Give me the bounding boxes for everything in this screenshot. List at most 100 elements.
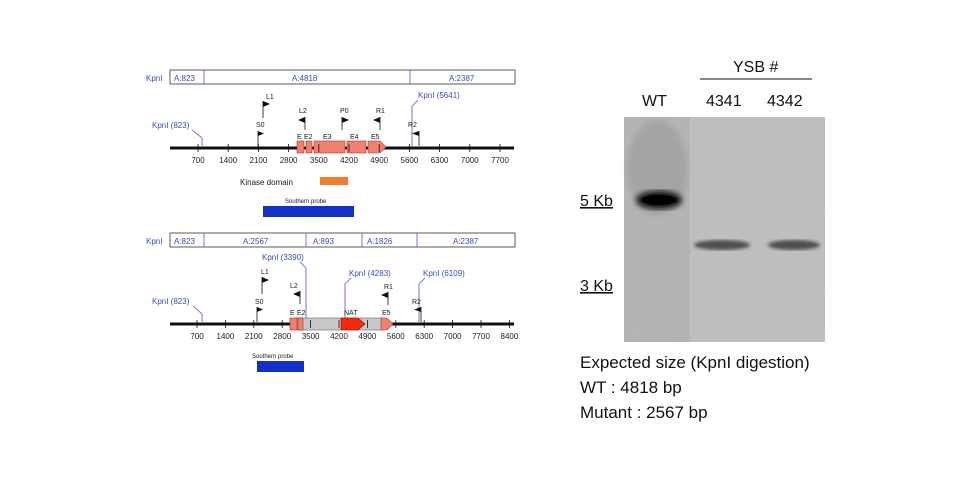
- wt-exon-label-e2: E2: [304, 134, 313, 141]
- expected-size-notes: Expected size (KpnI digestion) WT : 4818…: [580, 353, 810, 422]
- mut-primer-l2: L2: [290, 283, 301, 304]
- mut-tick-label: 7700: [472, 332, 490, 341]
- wt-segment-bar: KpnI A:823 A:4818 A:2387: [146, 69, 516, 85]
- mut-tick-label: 1400: [217, 332, 235, 341]
- mut-kpn-823-pointer: [192, 305, 203, 322]
- mut-axis-ticks: 700 1400 2100 2800 3500 4200 4900 5600 6300 7000 7…: [190, 320, 519, 341]
- mut-cassette: [296, 317, 384, 331]
- mut-nat-marker: [340, 317, 366, 331]
- wt-kpn-site-823: KpnI (823): [152, 121, 190, 130]
- band-4341: [694, 240, 750, 250]
- svg-text:P0: P0: [340, 108, 349, 115]
- wt-segment-2: A:4818: [292, 74, 318, 83]
- mut-kpn-4283-pointer: [344, 277, 352, 318]
- mut-segment-2: A:2567: [243, 237, 269, 246]
- wt-tick-label: 6300: [431, 156, 449, 165]
- mut-exon-label-e2: E2: [297, 310, 306, 317]
- mut-segment-1: A:823: [174, 237, 195, 246]
- mut-primer-l1: L1: [261, 269, 269, 294]
- mut-tick-label: 8400: [501, 332, 519, 341]
- notes-title: Expected size (KpnI digestion): [580, 353, 810, 372]
- wt-segment-3: A:2387: [449, 74, 475, 83]
- mut-kpn-site-4283: KpnI (4283): [349, 269, 391, 278]
- wt-tick-label: 2800: [280, 156, 298, 165]
- mut-tick-label: 3500: [302, 332, 320, 341]
- wt-exon-e5: [367, 140, 387, 154]
- mut-segment-3: A:893: [313, 237, 334, 246]
- wt-kpn-site-5641: KpnI (5641): [418, 91, 460, 100]
- wt-probe-label: Southern probe: [285, 199, 327, 205]
- wt-segment-1: A:823: [174, 74, 195, 83]
- wt-tick-label: 7700: [491, 156, 509, 165]
- mut-probe-bar: [257, 361, 304, 372]
- marker-5kb: 5 Kb: [580, 193, 613, 210]
- mut-exon-e2: [297, 317, 304, 331]
- mut-exon-label-e: E: [290, 310, 295, 317]
- gel-lane-4341: 4341: [706, 93, 742, 110]
- wt-axis-ticks: 700 1400 2100 2800 3500 4200 4900 5600 6300 7000 7…: [191, 144, 509, 165]
- mut-kpn-site-823: KpnI (823): [152, 297, 190, 306]
- mut-segment-bar: KpnI A:823 A:2567 A:893 A:1826 A:2387: [146, 232, 516, 248]
- mut-exon-label-e5: E5: [382, 310, 391, 317]
- mut-probe-label: Southern probe: [252, 354, 294, 360]
- wt-primer-l2: L2: [298, 108, 307, 130]
- svg-text:L2: L2: [299, 108, 307, 115]
- mut-tick-label: 7000: [444, 332, 462, 341]
- mut-primer-r2: R2: [412, 299, 422, 322]
- wt-primer-r2: R2: [408, 122, 420, 146]
- wt-tick-label: 7000: [461, 156, 479, 165]
- mut-tick-label: 5600: [387, 332, 405, 341]
- mut-primer-r1: R1: [381, 284, 393, 305]
- mut-segment-5: A:2387: [453, 237, 479, 246]
- mut-tick-label: 4900: [359, 332, 377, 341]
- wt-exon-e2: [305, 140, 313, 154]
- wt-exon-label-e3: E3: [323, 134, 332, 141]
- mut-exon-label-nat: NAT: [344, 310, 358, 317]
- mut-tick-label: 4200: [330, 332, 348, 341]
- wt-kpn-5641-pointer: [411, 99, 419, 146]
- gel-image: [624, 117, 825, 342]
- gel-lane-wt: WT: [642, 93, 667, 110]
- wt-exon-label-e5: E5: [371, 134, 380, 141]
- svg-text:S0: S0: [255, 299, 264, 306]
- mut-exon-e: [289, 317, 298, 331]
- wt-tick-label: 2100: [250, 156, 268, 165]
- mut-tick-label: 2100: [245, 332, 263, 341]
- wt-primer-r1: R1: [373, 108, 385, 130]
- wt-exon-label-e4: E4: [350, 134, 359, 141]
- gel-lane-4342: 4342: [767, 93, 803, 110]
- notes-mutant: Mutant : 2567 bp: [580, 403, 708, 422]
- wt-primers: S0 L1 L2 P0 R1: [256, 94, 420, 146]
- mut-primer-s0: S0: [255, 299, 264, 322]
- wt-exon-e4: [346, 140, 367, 154]
- wt-probe-bar: [263, 206, 354, 217]
- wt-kinase-label: Kinase domain: [240, 178, 293, 187]
- mut-primers: S0 L1 L2 R1 R2: [255, 269, 422, 322]
- mut-segment-kpni: KpnI: [146, 237, 162, 246]
- wt-map: KpnI A:823 A:4818 A:2387 KpnI (823) KpnI…: [146, 69, 516, 217]
- svg-text:S0: S0: [256, 122, 265, 129]
- mutant-map: KpnI A:823 A:2567 A:893 A:1826 A:2387 Kp…: [146, 232, 519, 372]
- wt-kpn-823-pointer: [191, 129, 203, 146]
- mut-exon-e5: [380, 317, 394, 331]
- band-4342: [768, 240, 820, 250]
- wt-primer-l1: L1: [262, 94, 274, 118]
- svg-text:R1: R1: [384, 284, 393, 291]
- wt-primer-p0: P0: [340, 108, 349, 130]
- wt-primer-s0: S0: [256, 122, 265, 146]
- gel-header: YSB #: [733, 59, 778, 76]
- wt-tick-label: 3500: [310, 156, 328, 165]
- svg-text:R1: R1: [376, 108, 385, 115]
- svg-text:R2: R2: [412, 299, 421, 306]
- mut-kpn-3390-pointer: [299, 261, 307, 318]
- marker-3kb: 3 Kb: [580, 278, 613, 295]
- notes-wt: WT : 4818 bp: [580, 378, 682, 397]
- wt-exon-e3: [313, 140, 346, 154]
- southern-blot: YSB # WT 4341 4342 5 Kb 3 Kb: [580, 59, 825, 342]
- wt-exon-e: [296, 140, 305, 154]
- mut-tick-label: 2800: [273, 332, 291, 341]
- wt-tick-label: 4200: [340, 156, 358, 165]
- mut-segment-4: A:1826: [367, 237, 393, 246]
- svg-text:R2: R2: [408, 122, 417, 129]
